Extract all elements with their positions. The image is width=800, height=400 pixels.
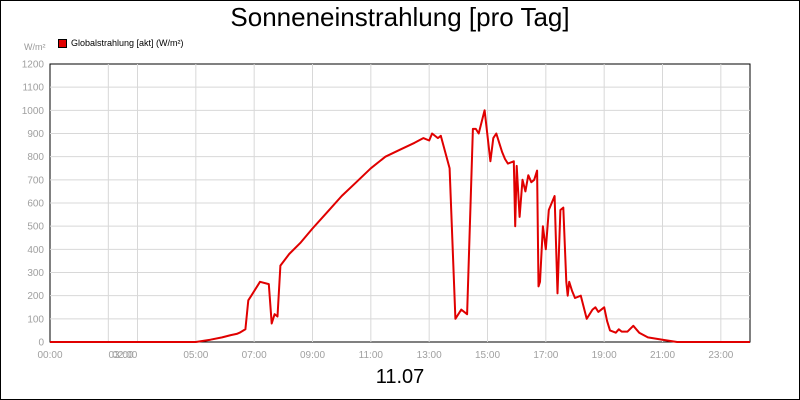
- series-line-0: [50, 109, 750, 343]
- y-tick-label: 1100: [22, 83, 44, 94]
- y-tick-label: 1000: [22, 106, 45, 117]
- y-tick-label: 800: [27, 152, 44, 163]
- x-tick-label: 05:00: [183, 350, 208, 361]
- series-layer: [50, 109, 750, 343]
- legend: Globalstrahlung [akt] (W/m²): [58, 38, 184, 48]
- grid-layer: [49, 63, 751, 343]
- x-tick-label: 15:00: [475, 350, 500, 361]
- x-tick-label: 03:00: [109, 350, 134, 361]
- date-label: 11.07: [375, 366, 425, 388]
- x-tick-label: 13:00: [417, 350, 442, 361]
- axis-layer: 0 100 200 300 400 500 600 700 800 900 1000 1100 1200…: [22, 60, 734, 362]
- y-tick-label: 300: [27, 268, 44, 279]
- legend-swatch: [58, 38, 67, 48]
- x-tick-label: 17:00: [533, 350, 558, 361]
- x-tick-label: 23:00: [708, 350, 733, 361]
- x-tick-label: 19:00: [592, 350, 617, 361]
- y-tick-label: 500: [27, 222, 44, 233]
- y-tick-label: 600: [27, 199, 44, 210]
- chart-title: Sonneneinstrahlung [pro Tag]: [230, 2, 570, 32]
- y-tick-label: 900: [27, 129, 44, 140]
- x-tick-label: 07:00: [242, 350, 267, 361]
- y-tick-label: 0: [38, 338, 44, 349]
- y-tick-label: 100: [27, 314, 44, 325]
- x-tick-label: 09:00: [300, 350, 325, 361]
- x-tick-label: 02:00: [112, 350, 137, 361]
- x-tick-label: 00:00: [37, 350, 62, 361]
- x-tick-label: 11:00: [359, 350, 384, 361]
- y-tick-label: 200: [27, 291, 44, 302]
- x-tick-label: 21:00: [650, 350, 675, 361]
- y-tick-label: 1200: [22, 60, 45, 71]
- legend-label: Globalstrahlung [akt] (W/m²): [71, 38, 184, 48]
- y-tick-label: 700: [27, 175, 44, 186]
- y-unit-label: W/m²: [24, 42, 46, 52]
- y-tick-label: 400: [27, 245, 44, 256]
